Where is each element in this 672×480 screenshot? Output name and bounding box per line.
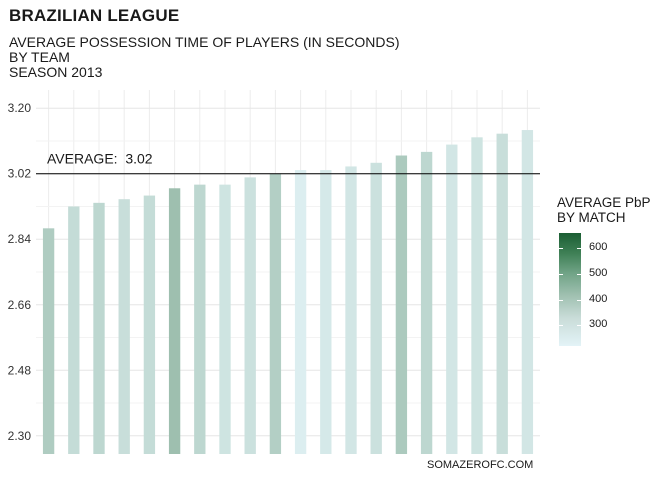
legend-tick-label: 400 — [589, 292, 608, 305]
legend-tick — [559, 325, 563, 327]
chart-subtitle-line-3: SEASON 2013 — [9, 64, 103, 80]
legend-tick-label: 300 — [589, 318, 608, 331]
average-label: AVERAGE: 3.02 — [47, 151, 153, 167]
legend-tick — [559, 274, 563, 276]
bar — [143, 195, 156, 454]
bar — [93, 202, 105, 454]
legend-color-bar — [559, 233, 581, 346]
y-tick-label: 3.02 — [8, 167, 32, 181]
legend-tick — [577, 274, 581, 276]
legend-tick — [577, 325, 581, 327]
source-caption: SOMAZEROFC.COM — [427, 459, 534, 471]
y-axis-labels: 2.30 2.48 2.66 2.84 3.02 3.20 — [8, 101, 32, 443]
legend-title-line-2: BY MATCH — [557, 210, 626, 225]
legend-title-line-1: AVERAGE PbP — [557, 195, 651, 210]
legend-tick — [559, 248, 563, 250]
grid-lines — [36, 90, 540, 454]
legend-tick — [577, 248, 581, 250]
bar — [471, 137, 483, 454]
legend-title: AVERAGE PbP BY MATCH — [557, 195, 651, 225]
y-tick-label: 3.20 — [8, 101, 32, 115]
bar — [420, 151, 433, 454]
chart-subtitle-line-1: AVERAGE POSSESSION TIME OF PLAYERS (IN S… — [9, 34, 400, 50]
bar — [446, 144, 458, 454]
bar — [194, 184, 206, 454]
y-tick-label: 2.48 — [8, 363, 32, 377]
legend-tick-label: 500 — [589, 267, 608, 280]
legend-tick — [577, 299, 581, 301]
bar — [68, 206, 80, 454]
bar — [118, 199, 130, 454]
bar — [320, 170, 332, 454]
chart-title: BRAZILIAN LEAGUE — [9, 6, 180, 25]
y-tick-label: 2.84 — [8, 232, 32, 246]
bar — [496, 133, 508, 454]
chart-subtitle-line-2: BY TEAM — [9, 49, 70, 65]
bar — [269, 173, 282, 454]
bar — [370, 162, 382, 455]
bar — [294, 170, 307, 454]
bar — [168, 188, 181, 454]
y-tick-label: 2.66 — [8, 298, 32, 312]
bars — [42, 130, 534, 455]
y-tick-label: 2.30 — [8, 429, 32, 443]
bar — [244, 177, 256, 455]
bar — [521, 130, 534, 455]
bar — [219, 184, 231, 454]
legend-tick-label: 600 — [589, 241, 608, 254]
bar — [42, 228, 55, 454]
legend-tick — [559, 299, 563, 301]
bar — [345, 166, 357, 454]
bar — [395, 155, 408, 454]
